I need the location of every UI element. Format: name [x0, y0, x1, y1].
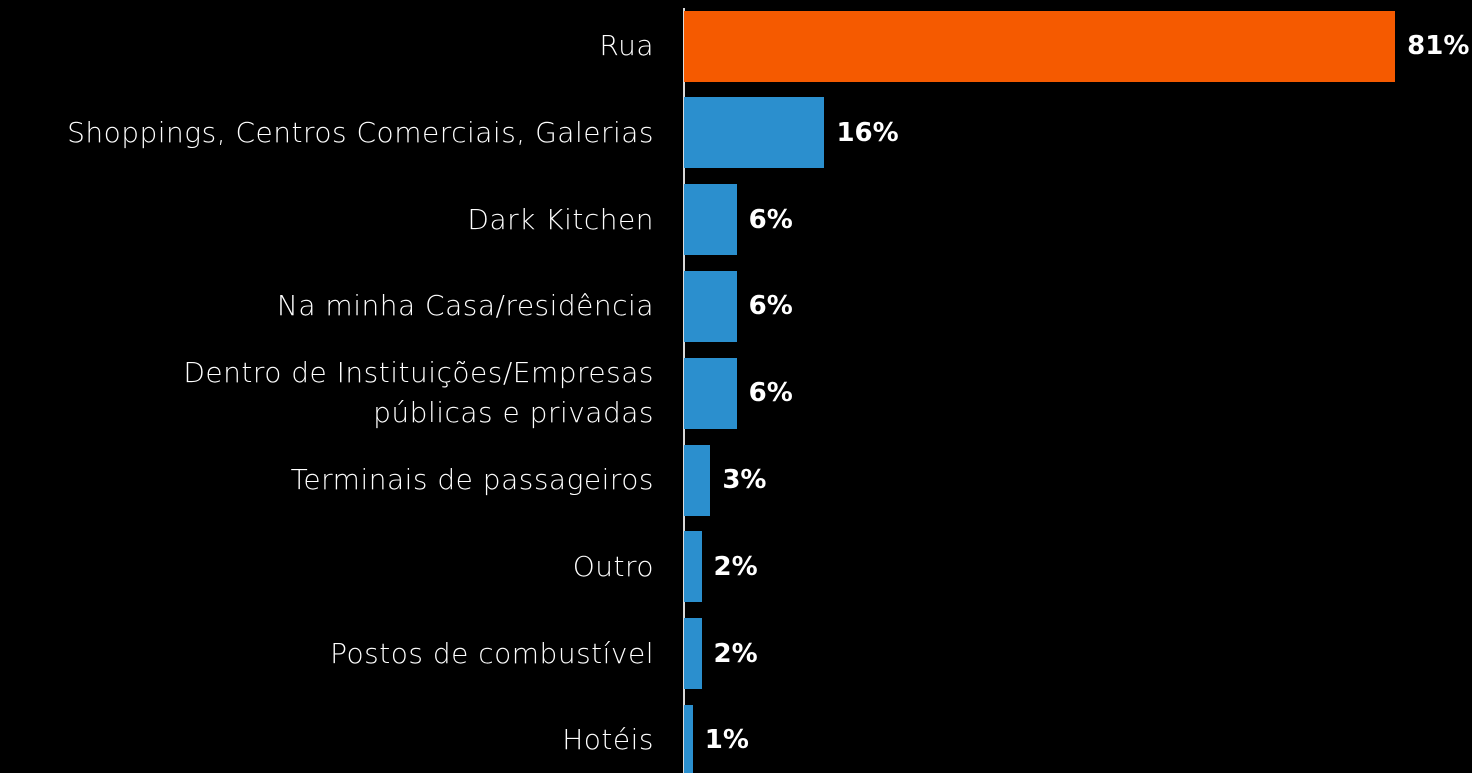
value-label: 6%	[748, 204, 793, 235]
value-label: 2%	[713, 551, 758, 582]
bar	[684, 184, 737, 256]
bar	[684, 10, 1396, 82]
category-label: Dentro de Instituições/Empresas públicas…	[183, 356, 654, 430]
category-label: Outro	[572, 549, 654, 583]
bar	[684, 270, 737, 342]
bar	[684, 357, 737, 429]
value-label: 6%	[748, 291, 793, 322]
category-label: Dark Kitchen	[467, 202, 654, 236]
category-label: Shoppings, Centros Comerciais, Galerias	[67, 115, 654, 149]
value-label: 1%	[704, 725, 749, 756]
bar	[684, 444, 711, 516]
value-label: 2%	[713, 638, 758, 669]
bar	[684, 97, 825, 169]
category-label: Hotéis	[562, 723, 654, 757]
bar	[684, 531, 702, 603]
value-label: 81%	[1407, 31, 1470, 61]
category-label: Terminais de passageiros	[290, 463, 654, 496]
value-label: 6%	[748, 378, 793, 409]
value-label: 3%	[722, 465, 767, 495]
bar	[684, 704, 693, 773]
category-label: Na minha Casa/residência	[276, 289, 654, 323]
bar	[684, 618, 702, 690]
value-label: 16%	[836, 117, 899, 148]
category-label: Postos de combustível	[330, 636, 654, 670]
category-label: Rua	[599, 29, 654, 62]
